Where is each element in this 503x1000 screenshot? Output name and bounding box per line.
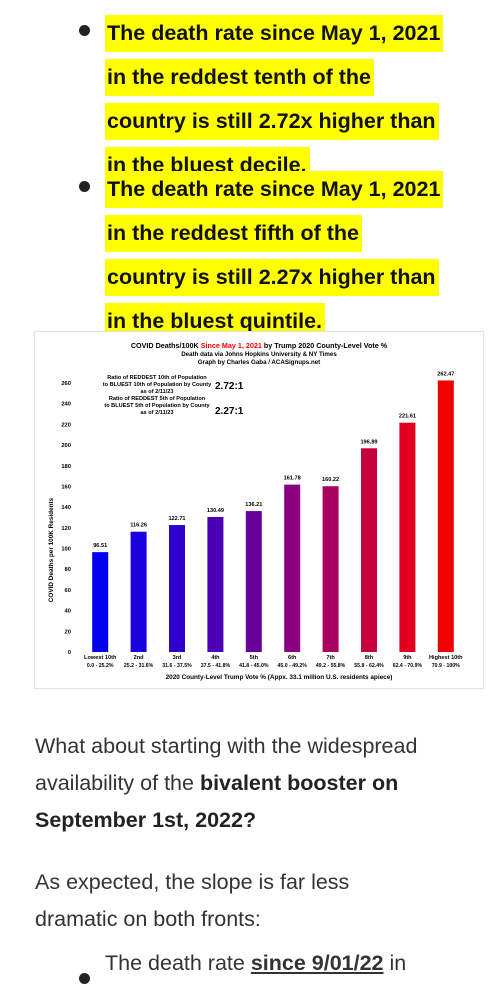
y-tick-label: 140 [61, 505, 71, 511]
y-axis-label: COVID Deaths per 100K Residents [48, 497, 55, 602]
ratio-label: as of 2/11/23 [141, 410, 174, 416]
y-tick-label: 0 [68, 650, 71, 656]
x-range-label: 70.9 - 100% [432, 663, 460, 669]
bold-underlined-text: since 9/01/22 [250, 951, 384, 975]
x-range-label: 31.6 - 37.5% [162, 663, 192, 669]
x-tick-label: 9th [403, 655, 412, 661]
ratio-label: to BLUEST 10th of Population by County [103, 382, 212, 388]
bullet-dot [79, 973, 90, 984]
bullet-line: The death rate since May 1, 2021 [105, 15, 444, 52]
chart-title: COVID Deaths/100K Since May 1, 2021 by T… [131, 341, 388, 350]
paragraph-text: What about starting with the widespread [35, 734, 418, 758]
x-tick-label: 5th [250, 655, 259, 661]
bar [322, 486, 339, 652]
bar [130, 531, 147, 652]
x-range-label: 41.8 - 45.0% [239, 663, 269, 669]
x-tick-label: Lowest 10th [84, 655, 117, 661]
bar-value-label: 160.22 [322, 477, 339, 483]
x-range-label: 37.5 - 41.8% [201, 663, 231, 669]
x-range-label: 0.0 - 25.2% [87, 663, 114, 669]
bullet-line: in the reddest fifth of the [105, 215, 363, 252]
bar-value-label: 262.47 [437, 371, 454, 377]
paragraph-bivalent: What about starting with the widespread … [35, 728, 480, 839]
x-range-label: 45.0 - 49.2% [277, 663, 307, 669]
ratio-value: 2.27:1 [215, 406, 244, 417]
bullet-dot [79, 25, 90, 36]
paragraph-text: As expected, the slope is far less [35, 870, 350, 894]
paragraph-slope: As expected, the slope is far less drama… [35, 864, 480, 938]
bar-value-label: 116.26 [130, 523, 147, 529]
ratio-annotation-1: Ratio of REDDEST 10th of Population to B… [103, 375, 244, 395]
highlighted-text: The death rate since May 1, 2021 in the … [105, 171, 503, 347]
y-tick-label: 20 [65, 629, 71, 635]
y-tick-label: 240 [61, 402, 71, 408]
x-tick-label: 4th [211, 655, 220, 661]
highlighted-text: The death rate since May 1, 2021 in the … [105, 15, 503, 191]
bar-value-label: 130.49 [207, 508, 224, 514]
chart-subtitle: Graph by Charles Gaba / ACASignups.net [198, 359, 321, 366]
text: The [105, 951, 149, 975]
x-range-label: 49.2 - 55.8% [316, 663, 346, 669]
chart-image: COVID Deaths/100K Since May 1, 2021 by T… [34, 331, 484, 689]
x-range-label: 25.2 - 31.6% [124, 663, 154, 669]
chart-subtitle: Death data via Johns Hopkins University … [181, 351, 337, 358]
bullet-line: The death rate since May 1, 2021 [105, 171, 444, 208]
bar [284, 484, 301, 652]
text: death rate [148, 951, 251, 975]
bullet-line: in the reddest tenth of the [105, 59, 374, 96]
x-axis-label: 2020 County-Level Trump Vote % (Appx. 33… [166, 674, 393, 681]
ratio-annotation-2: Ratio of REDDEST 5th of Population to BL… [104, 396, 243, 417]
bars: 96.51 116.26 122.71 130.49 136.21 161.78 160.2… [92, 371, 454, 652]
bar [169, 525, 185, 652]
bar [437, 380, 454, 652]
y-axis-ticks: 0 20 40 60 80 100 120 140 160 180 200 220 240 260 [61, 381, 71, 656]
bar-value-label: 221.61 [399, 414, 416, 420]
y-tick-label: 180 [61, 464, 71, 470]
y-tick-label: 200 [61, 443, 71, 449]
text: in [383, 951, 407, 975]
bar-chart: COVID Deaths/100K Since May 1, 2021 by T… [48, 341, 463, 681]
y-tick-label: 120 [61, 526, 71, 532]
x-tick-label: Highest 10th [429, 655, 463, 661]
bullet-line: country is still 2.27x higher than [105, 259, 439, 296]
x-tick-label: 2nd [134, 655, 145, 661]
x-tick-label: 6th [288, 655, 297, 661]
bold-text: bivalent booster on [199, 771, 399, 795]
paragraph-text: availability of the [35, 771, 200, 795]
y-tick-label: 60 [65, 588, 71, 594]
x-axis-categories: Lowest 10th 0.0 - 25.2% 2nd 25.2 - 31.6% 3rd… [84, 655, 463, 669]
bar-value-label: 161.78 [284, 476, 301, 482]
bar [92, 552, 109, 652]
paragraph-text: dramatic on both fronts: [35, 907, 261, 931]
bar [245, 511, 262, 652]
bar [361, 448, 377, 652]
bold-text: September 1st, 2022? [35, 808, 257, 832]
bar-value-label: 96.51 [93, 543, 107, 549]
bar [207, 516, 224, 652]
bullet-line: The death rate since 9/01/22 in [105, 951, 406, 976]
ratio-label: Ratio of REDDEST 10th of Population [107, 375, 207, 381]
ratio-value: 2.72:1 [215, 381, 244, 392]
y-tick-label: 40 [65, 609, 71, 615]
y-tick-label: 100 [61, 547, 71, 553]
bar-value-label: 136.21 [245, 502, 262, 508]
bar-value-label: 122.71 [168, 516, 185, 522]
bullet-line: country is still 2.72x higher than [105, 103, 439, 140]
bar-value-label: 196.89 [360, 439, 377, 445]
ratio-label: as of 2/11/23 [141, 389, 174, 395]
y-tick-label: 80 [65, 567, 71, 573]
ratio-label: to BLUEST 5th of Population by County [104, 403, 210, 409]
x-range-label: 62.4 - 70.9% [393, 663, 423, 669]
x-range-label: 55.8 - 62.4% [354, 663, 384, 669]
ratio-label: Ratio of REDDEST 5th of Population [109, 396, 206, 402]
y-tick-label: 260 [61, 381, 71, 387]
x-tick-label: 7th [326, 655, 335, 661]
y-tick-label: 160 [61, 484, 71, 490]
x-tick-label: 8th [365, 655, 374, 661]
y-tick-label: 220 [61, 422, 71, 428]
bar [399, 422, 416, 652]
x-tick-label: 3rd [173, 655, 182, 661]
bullet-dot [79, 181, 90, 192]
